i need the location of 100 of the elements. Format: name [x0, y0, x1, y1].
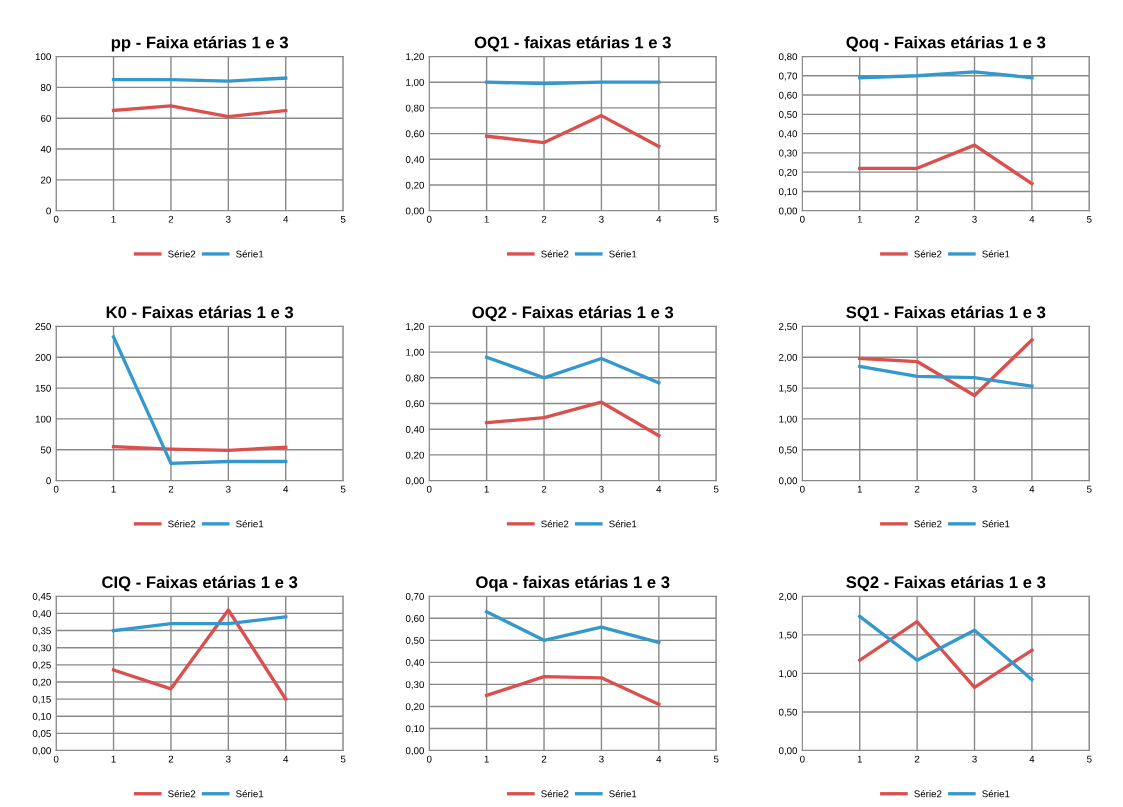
- x-tick-label: 5: [713, 755, 719, 763]
- chart-title: OQ2 - Faixas etárias 1 e 3: [472, 305, 674, 322]
- x-tick-label: 5: [713, 485, 719, 493]
- x-tick-label: 2: [168, 215, 174, 223]
- legend-label: Série2: [914, 520, 942, 528]
- y-tick-label: 0,40: [405, 425, 424, 434]
- y-tick-label: 1,00: [406, 78, 424, 87]
- x-tick-label: 4: [1029, 755, 1035, 763]
- x-tick-label: 1: [484, 755, 489, 763]
- x-tick-label: 3: [226, 485, 231, 493]
- x-tick-label: 0: [53, 755, 59, 763]
- x-tick-label: 1: [111, 215, 116, 223]
- x-tick-label: 3: [599, 215, 604, 223]
- x-tick-label: 5: [340, 215, 346, 223]
- x-tick-label: 0: [426, 755, 432, 763]
- y-tick-label: 0,40: [32, 610, 51, 619]
- x-tick-label: 5: [1087, 755, 1092, 763]
- legend-label: Série1: [982, 250, 1010, 258]
- x-tick-label: 0: [53, 215, 59, 223]
- y-tick-label: 0,00: [405, 207, 424, 216]
- y-tick-label: 0,50: [778, 111, 798, 120]
- y-tick-label: 0: [46, 477, 51, 485]
- x-tick-label: 1: [857, 215, 862, 223]
- y-tick-label: 0,15: [32, 695, 51, 704]
- y-tick-label: 1,50: [779, 631, 798, 640]
- legend-label: Série1: [236, 789, 264, 798]
- legend-label: Série2: [914, 789, 942, 798]
- y-tick-label: 0,30: [778, 149, 798, 158]
- y-tick-label: 40: [40, 145, 51, 153]
- y-tick-label: 2,50: [779, 323, 798, 332]
- x-tick-label: 4: [283, 755, 289, 763]
- y-tick-label: 100: [35, 53, 51, 61]
- y-tick-label: 0,80: [405, 374, 424, 383]
- y-tick-label: 1,50: [779, 384, 798, 393]
- x-tick-label: 4: [656, 755, 662, 763]
- line-series: [484, 675, 661, 706]
- legend-label: Série1: [982, 789, 1010, 798]
- x-tick-label: 0: [426, 485, 432, 493]
- x-tick-label: 4: [1029, 215, 1035, 223]
- x-tick-label: 2: [541, 485, 547, 493]
- x-tick-label: 4: [283, 485, 289, 493]
- y-tick-label: 0,80: [405, 104, 424, 113]
- y-tick-label: 0,40: [405, 156, 424, 165]
- y-tick-label: 1,00: [779, 670, 798, 679]
- y-tick-label: 60: [40, 114, 51, 122]
- x-tick-label: 3: [972, 215, 977, 223]
- legend-label: Série2: [168, 789, 196, 798]
- y-tick-label: 0,30: [32, 644, 51, 653]
- x-tick-label: 3: [599, 485, 604, 493]
- x-tick-label: 5: [713, 215, 719, 223]
- chart-title: K0 - Faixas etárias 1 e 3: [106, 305, 294, 319]
- chart-title: OQ1 - faixas etárias 1 e 3: [474, 35, 671, 52]
- legend-label: Série1: [609, 250, 637, 258]
- y-tick-label: 0,70: [778, 72, 798, 81]
- x-tick-label: 1: [857, 755, 862, 763]
- x-tick-label: 1: [484, 485, 489, 493]
- y-tick-label: 150: [35, 384, 51, 392]
- legend-label: Série2: [541, 789, 569, 798]
- chart-title: pp - Faixa etárias 1 e 3: [111, 35, 288, 52]
- legend-label: Série1: [982, 520, 1010, 528]
- chart-title: CIQ - Faixas etárias 1 e 3: [102, 575, 298, 592]
- chart-title: SQ1 - Faixas etárias 1 e 3: [846, 305, 1046, 322]
- chart-title: SQ2 - Faixas etárias 1 e 3: [846, 575, 1046, 592]
- y-tick-label: 200: [35, 353, 51, 361]
- x-tick-label: 2: [914, 215, 920, 223]
- y-tick-label: 0,00: [405, 747, 424, 756]
- x-tick-label: 2: [541, 215, 547, 223]
- y-tick-label: 0,10: [32, 712, 51, 721]
- x-tick-label: 2: [914, 755, 920, 763]
- y-tick-label: 0,10: [405, 725, 424, 734]
- y-tick-label: 0,60: [405, 400, 424, 409]
- y-tick-label: 0,50: [778, 446, 798, 455]
- y-tick-label: 1,00: [779, 415, 798, 424]
- x-tick-label: 0: [800, 755, 805, 763]
- y-tick-label: 0,50: [778, 708, 798, 717]
- line-series: [484, 113, 661, 149]
- line-series: [858, 338, 1034, 398]
- x-tick-label: 3: [226, 755, 231, 763]
- x-tick-label: 2: [168, 755, 174, 763]
- legend-label: Série2: [168, 520, 196, 528]
- y-tick-label: 0,00: [778, 207, 798, 216]
- x-tick-label: 1: [857, 485, 862, 493]
- x-tick-label: 3: [599, 755, 604, 763]
- y-tick-label: 0,00: [778, 477, 798, 486]
- x-tick-label: 4: [1029, 485, 1035, 493]
- legend-label: Série1: [236, 250, 264, 258]
- x-tick-label: 1: [111, 755, 116, 763]
- x-tick-label: 3: [972, 755, 977, 763]
- chart-title: Qoq - Faixas etárias 1 e 3: [846, 35, 1046, 52]
- x-tick-label: 0: [800, 215, 805, 223]
- legend-label: Série1: [609, 520, 637, 528]
- y-tick-label: 0,45: [32, 593, 51, 602]
- legend-label: Série1: [609, 789, 637, 798]
- legend-label: Série2: [541, 520, 569, 528]
- line-series: [484, 400, 661, 438]
- y-tick-label: 0,30: [405, 681, 424, 690]
- y-tick-label: 2,00: [779, 353, 798, 362]
- line-series: [858, 614, 1034, 682]
- x-tick-label: 4: [656, 215, 662, 223]
- x-tick-label: 2: [168, 485, 174, 493]
